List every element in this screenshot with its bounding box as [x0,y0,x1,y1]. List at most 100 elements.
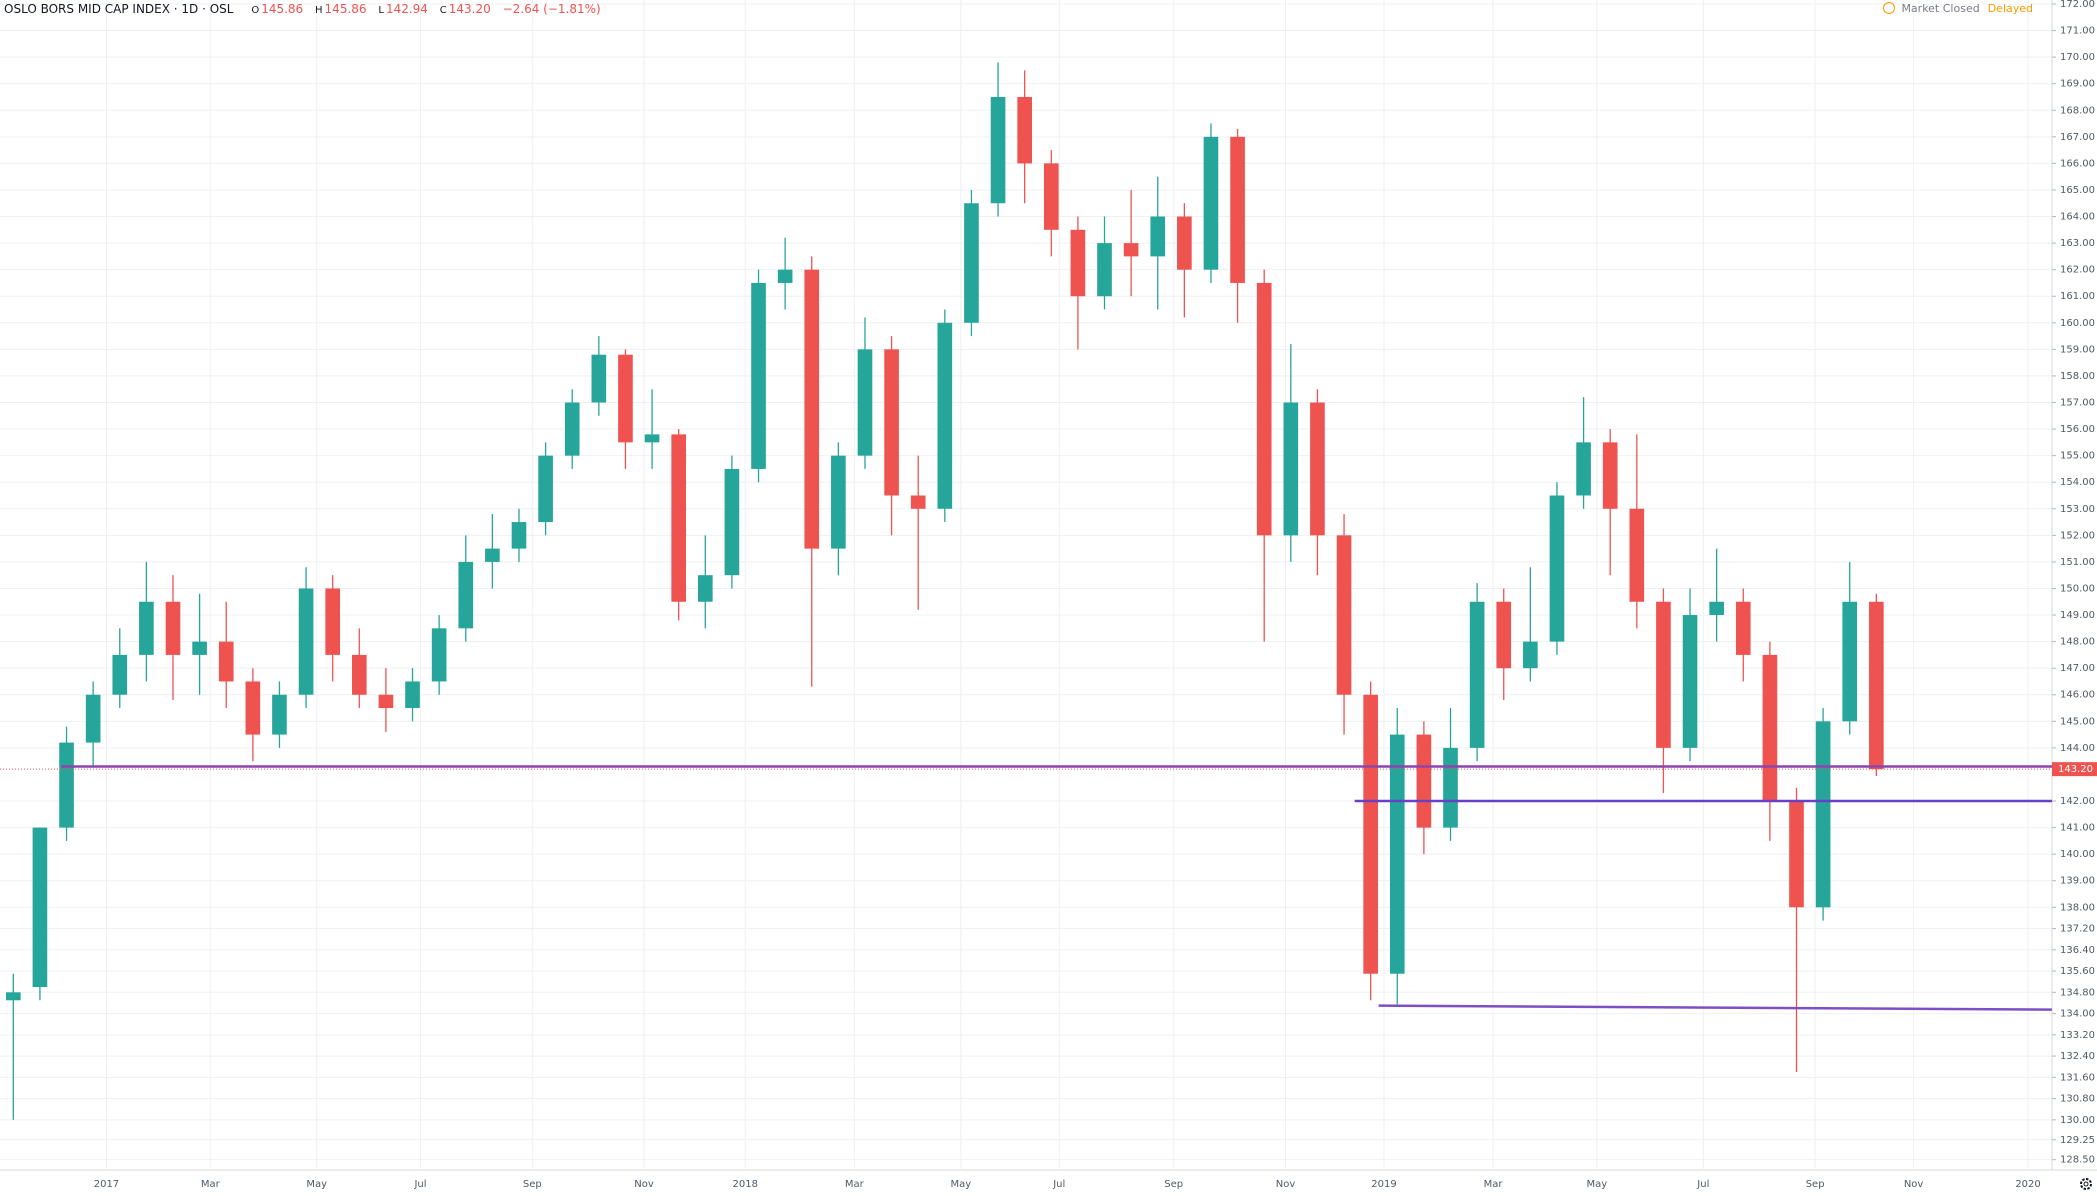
candle-body [1389,734,1405,974]
candle-body [378,694,394,709]
y-tick-label: 164.00 [2060,212,2095,223]
y-tick-label: 171.00 [2060,26,2095,37]
market-status: Market Closed Delayed [1883,2,2033,15]
candle-body [85,694,101,743]
y-tick-label: 140.00 [2060,849,2095,860]
y-tick-label: 139.00 [2060,876,2095,887]
candle-body [511,522,527,549]
candle-body [1363,694,1378,974]
candle-body [804,269,820,549]
y-tick-label: 136.40 [2060,945,2095,956]
x-tick-label: Mar [845,1179,865,1190]
candle-body [1043,163,1059,230]
candle-body [485,548,500,562]
x-tick-label: 2019 [1371,1179,1396,1190]
settings-icon[interactable] [2080,1178,2092,1190]
candle-body [1469,601,1485,748]
y-tick-label: 153.00 [2060,504,2095,515]
y-tick-label: 167.00 [2060,132,2095,143]
y-tick-label: 138.00 [2060,902,2095,913]
candle-body [1070,229,1086,297]
x-tick-label: Mar [201,1179,221,1190]
candle-body [1682,615,1698,748]
candle-body [351,654,367,695]
gear-hub [2083,1181,2089,1187]
y-tick-label: 155.00 [2060,451,2095,462]
y-tick-label: 157.00 [2060,398,2095,409]
y-tick-label: 134.00 [2060,1009,2095,1020]
candle-body [1602,442,1618,509]
candle-body [1709,601,1724,616]
y-tick-label: 129.25 [2060,1135,2095,1146]
y-tick-label: 146.00 [2060,690,2095,701]
y-tick-label: 145.00 [2060,716,2095,727]
x-tick-label: Nov [1904,1179,1924,1190]
x-tick-label: May [306,1179,327,1190]
ohlc-key: H [315,5,323,16]
ohlc-value: 143.20 [448,2,491,16]
plot [0,62,2053,1120]
y-tick-label: 160.00 [2060,318,2095,329]
candle-body [298,588,314,695]
candle-body [1549,495,1565,642]
candle-body [564,402,580,456]
x-tick-label: Mar [1484,1179,1504,1190]
y-tick-label: 151.00 [2060,557,2095,568]
candle-body [1842,601,1858,722]
y-tick-label: 130.80 [2060,1094,2095,1105]
y-tick-label: 162.00 [2060,265,2095,276]
labels: 172.00 171.00 170.00 169.00 168.00 167.00 166.… [94,0,2097,1190]
candle-body [112,654,128,695]
candle-body [1177,216,1192,270]
symbol[interactable]: OSLO BORS MID CAP INDEX · 1D · OSL [4,2,234,16]
y-tick-label: 154.00 [2060,477,2095,488]
candle-body [964,203,979,323]
candle-body [431,628,447,682]
candle-body [5,992,21,1001]
y-tick-label: 170.00 [2060,52,2095,63]
ohlc-value: 145.86 [261,2,304,16]
y-tick-label: 150.00 [2060,583,2095,594]
x-tick-label: Sep [1806,1179,1825,1190]
candle-body [32,827,48,987]
candle-body [1283,402,1299,536]
candle-body [1629,508,1645,602]
y-tick-label: 159.00 [2060,344,2095,355]
candle-body [1256,282,1272,536]
y-tick-label: 158.00 [2060,371,2095,382]
trend-line [1378,1004,2053,1011]
candle-body [618,354,633,443]
y-tick-label: 130.00 [2060,1115,2095,1126]
y-tick-label: 133.20 [2060,1030,2095,1041]
candle-body [325,588,341,655]
candle-body [831,455,846,549]
feed: Delayed [1987,2,2033,15]
y-tick-label: 166.00 [2060,158,2095,169]
y-tick-label: 161.00 [2060,291,2095,302]
candle-body [458,561,474,629]
last-price-box [2052,762,2097,777]
candle-body [671,434,686,602]
candle-body [884,349,899,496]
x-tick-label: Nov [1276,1179,1296,1190]
ohlc-value: 145.86 [324,2,367,16]
y-tick-label: 128.50 [2060,1155,2095,1166]
candle-body [1496,601,1512,669]
candle-body [165,601,181,655]
x-tick-label: Nov [634,1179,654,1190]
ohlc-key: C [439,5,447,16]
candle-body [1576,442,1591,496]
candle-body [1762,654,1778,802]
x-tick-label: 2020 [2015,1179,2040,1190]
candle-body [857,349,873,456]
candle-body [1656,601,1671,748]
candle-body [1443,747,1458,828]
candle-body [245,681,261,735]
candle-body [1789,801,1804,908]
y-tick-label: 141.00 [2060,823,2095,834]
candle-body [538,455,553,523]
legend: OSLO BORS MID CAP INDEX · 1D · OSL O 145.… [4,2,609,16]
gear [2080,1178,2092,1190]
candle-body [937,322,953,509]
